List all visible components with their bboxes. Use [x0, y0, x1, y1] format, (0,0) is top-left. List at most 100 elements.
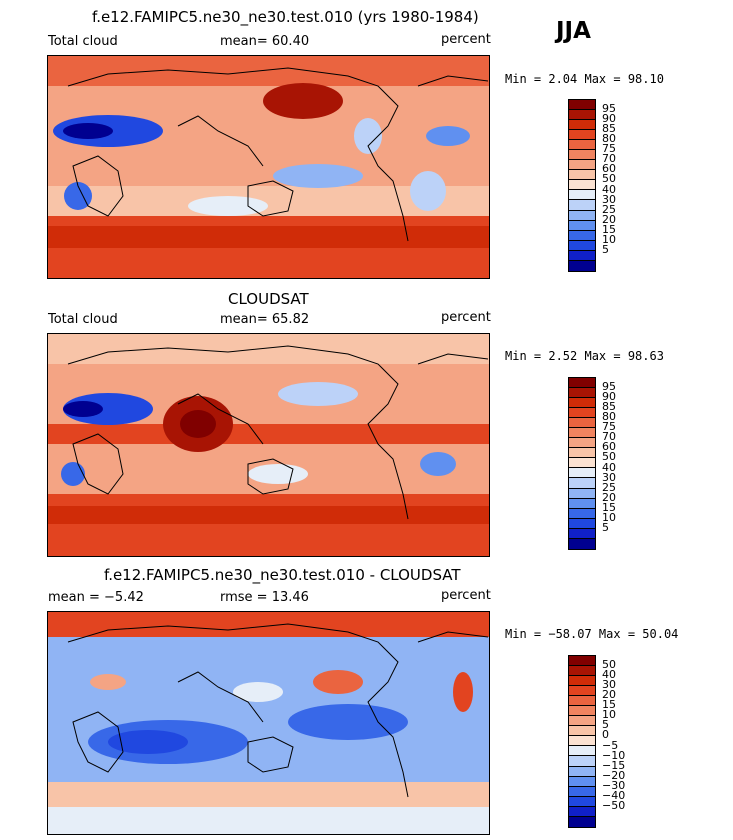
panel1-title: f.e12.FAMIPC5.ne30_ne30.test.010 (yrs 19… — [92, 8, 479, 26]
panel3-mean-label: mean = −5.42 — [48, 590, 144, 605]
colorbar-swatch — [569, 726, 595, 737]
panel1-map-field — [48, 56, 489, 278]
colorbar-tick-label: 15 — [602, 500, 616, 514]
colorbar-tick-label: 5 — [602, 242, 609, 256]
colorbar-swatch — [569, 438, 595, 449]
colorbar-tick-label: 80 — [602, 132, 616, 146]
colorbar-tick-label: 5 — [602, 718, 609, 732]
panel1-variable-label: Total cloud — [48, 34, 118, 49]
colorbar-swatch — [569, 528, 595, 539]
colorbar-swatch — [569, 538, 595, 549]
colorbar-tick-label: 10 — [602, 708, 616, 722]
colorbar-swatch — [569, 100, 595, 111]
colorbar-tick-label: 80 — [602, 410, 616, 424]
colorbar-swatch — [569, 448, 595, 459]
colorbar-swatch — [569, 130, 595, 141]
panel3-map-field — [48, 612, 489, 834]
colorbar-swatch — [569, 428, 595, 439]
colorbar-tick-label: 0 — [602, 728, 609, 742]
colorbar-swatch — [569, 478, 595, 489]
colorbar-swatch — [569, 776, 595, 787]
colorbar-swatch — [569, 498, 595, 509]
colorbar-tick-label: 30 — [602, 192, 616, 206]
colorbar-tick-label: 40 — [602, 460, 616, 474]
colorbar-tick-label: 50 — [602, 658, 616, 672]
panel2-min-max: Min = 2.52 Max = 98.63 — [505, 349, 664, 363]
panel3-rmse-label: rmse = 13.46 — [220, 590, 309, 605]
colorbar-swatch — [569, 378, 595, 389]
colorbar-swatch — [569, 200, 595, 211]
colorbar-swatch — [569, 260, 595, 271]
panel3-units-label: percent — [441, 588, 491, 603]
colorbar-tick-label: 40 — [602, 668, 616, 682]
colorbar-tick-label: 30 — [602, 678, 616, 692]
colorbar-tick-label: 10 — [602, 510, 616, 524]
colorbar-swatch — [569, 686, 595, 697]
colorbar-swatch — [569, 666, 595, 677]
colorbar-tick-label: 75 — [602, 420, 616, 434]
colorbar-tick-label: −20 — [602, 768, 626, 782]
colorbar-swatch — [569, 508, 595, 519]
colorbar-tick-label: 90 — [602, 112, 616, 126]
panel3-min-max: Min = −58.07 Max = 50.04 — [505, 627, 679, 641]
panel2-colorbar — [568, 377, 596, 550]
colorbar-swatch — [569, 250, 595, 261]
colorbar-tick-label: 95 — [602, 380, 616, 394]
colorbar-swatch — [569, 786, 595, 797]
colorbar-tick-label: 20 — [602, 688, 616, 702]
colorbar-swatch — [569, 696, 595, 707]
colorbar-swatch — [569, 766, 595, 777]
colorbar-swatch — [569, 180, 595, 191]
colorbar-swatch — [569, 110, 595, 121]
colorbar-swatch — [569, 240, 595, 251]
colorbar-swatch — [569, 656, 595, 667]
panel2-title: CLOUDSAT — [228, 290, 309, 308]
colorbar-swatch — [569, 230, 595, 241]
colorbar-swatch — [569, 488, 595, 499]
colorbar-tick-label: 70 — [602, 152, 616, 166]
colorbar-tick-label: 60 — [602, 440, 616, 454]
colorbar-swatch — [569, 190, 595, 201]
colorbar-swatch — [569, 220, 595, 231]
panel1-min-max: Min = 2.04 Max = 98.10 — [505, 72, 664, 86]
colorbar-tick-label: −15 — [602, 758, 626, 772]
panel1-map — [47, 55, 490, 279]
panel2-map — [47, 333, 490, 557]
colorbar-tick-label: 20 — [602, 490, 616, 504]
panel2-units-label: percent — [441, 310, 491, 325]
colorbar-tick-label: 20 — [602, 212, 616, 226]
colorbar-tick-label: 15 — [602, 222, 616, 236]
colorbar-tick-label: 10 — [602, 232, 616, 246]
colorbar-tick-label: 90 — [602, 390, 616, 404]
colorbar-swatch — [569, 408, 595, 419]
colorbar-swatch — [569, 806, 595, 817]
colorbar-swatch — [569, 796, 595, 807]
colorbar-tick-label: 25 — [602, 202, 616, 216]
colorbar-swatch — [569, 706, 595, 717]
colorbar-tick-label: 95 — [602, 102, 616, 116]
colorbar-swatch — [569, 150, 595, 161]
panel3-title: f.e12.FAMIPC5.ne30_ne30.test.010 - CLOUD… — [104, 566, 461, 584]
colorbar-swatch — [569, 736, 595, 747]
colorbar-swatch — [569, 210, 595, 221]
colorbar-tick-label: 40 — [602, 182, 616, 196]
colorbar-swatch — [569, 458, 595, 469]
panel2-mean-label: mean= 65.82 — [220, 312, 310, 327]
panel2-variable-label: Total cloud — [48, 312, 118, 327]
colorbar-tick-label: 85 — [602, 122, 616, 136]
colorbar-swatch — [569, 746, 595, 757]
panel1-mean-label: mean= 60.40 — [220, 34, 310, 49]
colorbar-tick-label: −10 — [602, 748, 626, 762]
colorbar-tick-label: 85 — [602, 400, 616, 414]
colorbar-tick-label: −5 — [602, 738, 619, 752]
panel1-units-label: percent — [441, 32, 491, 47]
colorbar-tick-label: 60 — [602, 162, 616, 176]
colorbar-swatch — [569, 716, 595, 727]
colorbar-tick-label: 5 — [602, 520, 609, 534]
colorbar-swatch — [569, 120, 595, 131]
season-label: JJA — [556, 18, 591, 44]
panel3-map — [47, 611, 490, 835]
colorbar-swatch — [569, 388, 595, 399]
colorbar-tick-label: 30 — [602, 470, 616, 484]
panel1-colorbar — [568, 99, 596, 272]
